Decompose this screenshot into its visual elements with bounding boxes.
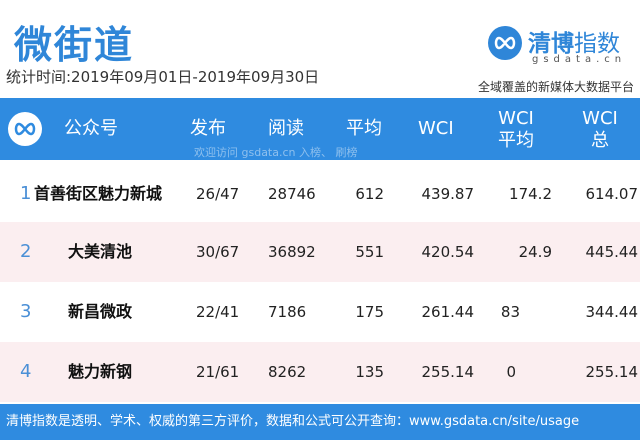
table-row[interactable]: 1 首善街区魅力新城 26/47 28746 612 439.87 174.2 … bbox=[0, 164, 640, 224]
account-name: 大美清池 bbox=[68, 242, 133, 261]
rank-cell: 1 bbox=[20, 183, 32, 204]
header-account: 公众号 bbox=[64, 118, 118, 139]
brand-name-main: 清博 bbox=[528, 31, 574, 57]
read-cell: 8262 bbox=[268, 363, 307, 381]
brand-url: gsdata.cn bbox=[532, 54, 627, 65]
read-cell: 7186 bbox=[268, 303, 307, 321]
brand-slogan: 全域覆盖的新媒体大数据平台 bbox=[477, 80, 634, 94]
average-cell: 551 bbox=[355, 243, 384, 261]
average-cell: 612 bbox=[355, 185, 384, 203]
header-wci-total: WCI 总 bbox=[582, 108, 618, 151]
account-name: 魅力新钢 bbox=[68, 362, 133, 381]
header-read: 阅读 bbox=[268, 118, 304, 139]
rank-cell: 3 bbox=[20, 301, 32, 322]
wci-average-cell: 174.2 bbox=[509, 185, 552, 203]
brand-logo-block[interactable]: 清博指数 gsdata.cn bbox=[488, 24, 638, 70]
read-cell: 28746 bbox=[268, 185, 316, 203]
rank-cell: 2 bbox=[20, 241, 32, 262]
infinity-logo-icon bbox=[8, 112, 42, 146]
wci-total-cell: 255.14 bbox=[585, 363, 639, 381]
average-cell: 135 bbox=[355, 363, 384, 381]
wci-cell: 261.44 bbox=[421, 303, 475, 321]
account-name: 新昌微政 bbox=[68, 302, 133, 321]
infinity-logo-icon bbox=[488, 26, 522, 60]
table-row[interactable]: 3 新昌微政 22/41 7186 175 261.44 83 344.44 bbox=[0, 282, 640, 342]
average-cell: 175 bbox=[355, 303, 384, 321]
watermark-text: 欢迎访问 gsdata.cn 入榜、 刷榜 bbox=[194, 146, 358, 159]
table-row[interactable]: 4 魅力新钢 21/61 8262 135 255.14 0 255.14 bbox=[0, 342, 640, 402]
publish-cell: 22/41 bbox=[196, 303, 240, 321]
header-average: 平均 bbox=[346, 118, 382, 139]
brand-name-sub: 指数 bbox=[574, 31, 620, 57]
wci-cell: 255.14 bbox=[421, 363, 475, 381]
read-cell: 36892 bbox=[268, 243, 316, 261]
brand-name: 清博指数 bbox=[528, 24, 620, 58]
account-name: 首善街区魅力新城 bbox=[34, 184, 163, 203]
publish-cell: 26/47 bbox=[196, 185, 240, 203]
wci-total-cell: 614.07 bbox=[585, 185, 639, 203]
publish-cell: 30/67 bbox=[196, 243, 240, 261]
publish-cell: 21/61 bbox=[196, 363, 240, 381]
page-title: 微街道 bbox=[14, 23, 135, 67]
wci-cell: 420.54 bbox=[421, 243, 475, 261]
statistics-period: 统计时间:2019年09月01日-2019年09月30日 bbox=[6, 68, 320, 86]
table-header: 公众号 发布 阅读 平均 WCI WCI 平均 WCI 总 欢迎访问 gsdat… bbox=[0, 98, 640, 160]
table-row[interactable]: 2 大美清池 30/67 36892 551 420.54 24.9 445.4… bbox=[0, 222, 640, 282]
header-publish: 发布 bbox=[190, 118, 226, 139]
rank-cell: 4 bbox=[20, 361, 32, 382]
wci-cell: 439.87 bbox=[421, 185, 475, 203]
wci-average-cell: 83 bbox=[500, 303, 520, 321]
wci-average-cell: 24.9 bbox=[518, 243, 552, 261]
wci-average-cell: 0 bbox=[506, 363, 516, 381]
header-wci: WCI bbox=[418, 118, 454, 139]
wci-total-cell: 344.44 bbox=[585, 303, 639, 321]
header-wci-average: WCI 平均 bbox=[498, 108, 534, 151]
footer-note: 清博指数是透明、学术、权威的第三方评价，数据和公式可公开查询：www.gsdat… bbox=[0, 404, 640, 440]
wci-total-cell: 445.44 bbox=[585, 243, 639, 261]
